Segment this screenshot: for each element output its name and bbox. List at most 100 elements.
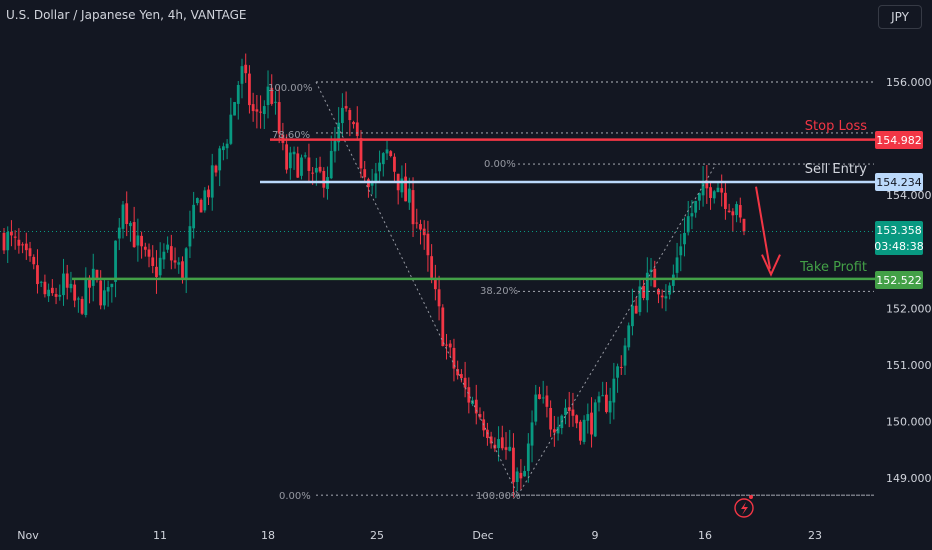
candle-body	[437, 289, 441, 307]
candle-body	[355, 122, 359, 136]
candle-body	[608, 400, 612, 413]
candle-body	[430, 256, 434, 278]
candle-body	[497, 439, 500, 449]
candle-body	[28, 248, 32, 257]
candle-body	[731, 211, 735, 216]
candle-body	[705, 180, 709, 189]
candle-body	[575, 415, 579, 424]
candle-body	[549, 407, 553, 430]
candle-body	[374, 173, 378, 182]
candle-body	[314, 167, 318, 173]
candle-body	[84, 278, 88, 315]
candle-body	[400, 178, 404, 193]
candle-body	[177, 262, 181, 265]
candle-body	[671, 274, 675, 286]
candle-body	[285, 144, 289, 170]
candle-body	[288, 152, 292, 169]
currency-button[interactable]: JPY	[878, 5, 922, 29]
candles-layer	[2, 53, 746, 498]
candle-body	[634, 305, 638, 314]
candle-body	[519, 472, 523, 479]
candle-body	[58, 294, 62, 297]
candle-body	[344, 106, 348, 109]
candle-body	[270, 87, 274, 104]
candle-body	[233, 102, 236, 116]
candle-body	[515, 471, 519, 483]
candle-body	[166, 244, 170, 250]
candle-body	[132, 222, 136, 248]
fib-trend-down	[315, 81, 519, 496]
stop-loss-price: 154.982	[876, 134, 922, 147]
candle-body	[616, 366, 619, 378]
candle-body	[564, 407, 567, 415]
candle-body	[91, 268, 95, 286]
candle-body	[348, 110, 352, 121]
candle-body	[352, 122, 355, 125]
candle-body	[106, 287, 110, 292]
candle-body	[690, 213, 694, 217]
candle-body	[32, 256, 36, 265]
x-tick-label: 11	[153, 529, 167, 542]
candle-body	[76, 298, 80, 300]
candle-body	[385, 149, 389, 154]
lightning-icon[interactable]	[734, 495, 754, 518]
candle-body	[445, 344, 448, 346]
candle-body	[221, 146, 225, 151]
stop-loss-label: Stop Loss	[805, 119, 867, 134]
x-axis: Nov 11 18 25 Dec 9 16 23	[17, 529, 822, 542]
candle-body	[300, 157, 303, 176]
candle-body	[601, 395, 605, 397]
y-tick-label: 151.000	[886, 359, 932, 372]
candle-body	[192, 204, 196, 229]
candle-body	[121, 204, 125, 229]
x-tick-label: 9	[592, 529, 599, 542]
candle-body	[597, 396, 601, 403]
candle-body	[489, 436, 493, 444]
candle-body	[207, 189, 210, 198]
candle-body	[415, 222, 419, 224]
candle-body	[631, 305, 634, 327]
candle-body	[404, 176, 408, 202]
candle-body	[158, 257, 162, 276]
candle-body	[467, 387, 471, 403]
candle-body	[571, 409, 575, 416]
y-tick-label: 156.000	[886, 76, 932, 89]
candle-body	[411, 190, 415, 225]
candle-body	[508, 446, 512, 451]
fib-label-786: 78.60%	[272, 130, 310, 141]
candle-body	[125, 203, 129, 224]
candle-body	[69, 283, 73, 289]
candle-body	[6, 231, 10, 251]
candle-body	[143, 246, 147, 250]
candle-body	[578, 421, 582, 441]
candle-body	[545, 395, 549, 407]
candle-body	[716, 187, 720, 193]
candle-body	[694, 200, 698, 213]
candle-body	[645, 272, 649, 301]
candle-body	[593, 402, 597, 437]
candle-body	[329, 150, 333, 179]
candle-body	[448, 343, 452, 348]
y-tick-label: 149.000	[886, 472, 932, 485]
candle-body	[675, 257, 679, 273]
fib-label-100-top: 100.00%	[268, 83, 313, 94]
candle-body	[712, 191, 716, 199]
candle-body	[199, 199, 203, 213]
candle-body	[627, 325, 631, 348]
candle-body	[54, 294, 58, 297]
last-price-countdown: 03:48:38	[874, 240, 923, 253]
candle-body	[523, 471, 527, 477]
candle-body	[277, 102, 281, 134]
candle-body	[709, 187, 712, 198]
candle-body	[463, 377, 467, 388]
candle-body	[701, 182, 705, 196]
candle-body	[359, 138, 363, 169]
candle-body	[225, 143, 229, 149]
y-tick-label: 152.000	[886, 302, 932, 315]
candle-body	[255, 109, 259, 112]
overlays-layer	[0, 81, 875, 496]
take-profit-price: 152.522	[876, 274, 922, 287]
fib-label-0-lower: 0.00%	[279, 491, 311, 502]
candle-body	[478, 414, 482, 418]
